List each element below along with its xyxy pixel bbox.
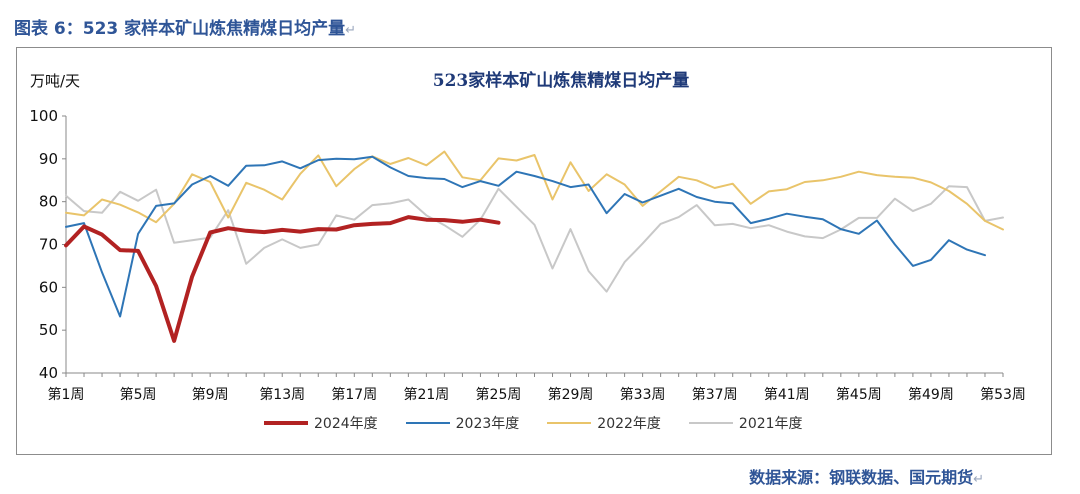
legend-label: 2022年度 [597, 416, 661, 432]
chart-legend: 2024年度 2023年度 2022年度 2021年度 [264, 413, 803, 433]
legend-swatch [264, 421, 308, 425]
figure-caption: 图表 6：523 家样本矿山炼焦精煤日均产量↵ [14, 14, 356, 39]
x-tick-label: 第37周 [692, 386, 738, 403]
x-tick-label: 第29周 [548, 386, 594, 403]
x-tick-label: 第21周 [403, 386, 449, 403]
legend-swatch [688, 422, 733, 424]
x-tick-label: 第17周 [331, 386, 377, 403]
source-note: 数据来源：钢联数据、国元期货↵ [749, 464, 984, 488]
return-mark-icon: ↵ [345, 23, 357, 38]
y-tick-label: 70 [39, 236, 58, 254]
y-tick-label: 90 [39, 150, 58, 168]
y-tick-label: 80 [39, 193, 58, 211]
series-line-2023年度 [65, 155, 986, 318]
x-tick-label: 第13周 [259, 386, 305, 403]
x-tick-label: 第5周 [120, 386, 157, 403]
x-tick-label: 第25周 [476, 386, 522, 403]
legend-label: 2023年度 [455, 416, 520, 432]
x-tick-label: 第9周 [192, 386, 229, 403]
x-tick-label: 第1周 [48, 386, 85, 403]
caption-text: 图表 6：523 家样本矿山炼焦精煤日均产量 [14, 19, 346, 39]
legend-item: 2023年度 [405, 413, 520, 433]
chart-frame [16, 47, 1052, 455]
legend-item: 2022年度 [547, 413, 661, 433]
series-line-2024年度 [64, 215, 501, 343]
x-tick-label: 第45周 [836, 386, 882, 403]
series-line-2021年度 [65, 185, 1004, 293]
legend-swatch [405, 422, 450, 424]
x-tick-label: 第33周 [620, 386, 666, 403]
x-tick-label: 第49周 [908, 386, 954, 403]
legend-swatch [547, 422, 592, 424]
legend-item: 2024年度 [264, 413, 378, 433]
y-tick-label: 40 [39, 364, 58, 382]
legend-label: 2024年度 [314, 416, 378, 432]
x-tick-label: 第41周 [764, 386, 810, 403]
y-axis-label: 万吨/天 [30, 72, 81, 90]
y-tick-label: 60 [39, 278, 58, 296]
y-tick-label: 50 [39, 321, 58, 339]
legend-label: 2021年度 [738, 416, 803, 432]
source-text: 数据来源：钢联数据、国元期货 [749, 468, 974, 487]
series-line-2022年度 [65, 150, 1004, 231]
y-tick-label: 100 [29, 107, 58, 125]
legend-item: 2021年度 [688, 413, 803, 433]
x-tick-label: 第53周 [980, 386, 1026, 403]
chart-title: 523家样本矿山炼焦精煤日均产量 [432, 71, 690, 91]
return-mark-icon: ↵ [973, 472, 984, 487]
